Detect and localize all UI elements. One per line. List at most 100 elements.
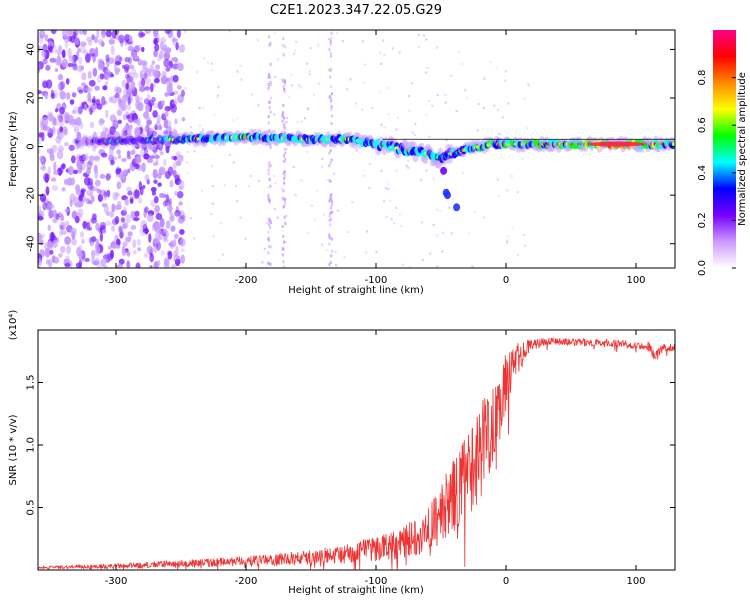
noise-column-speckle xyxy=(330,200,333,204)
noise-speckle xyxy=(493,104,496,107)
noise-column-speckle xyxy=(329,180,332,184)
noise-speckle xyxy=(96,188,102,194)
noise-speckle xyxy=(176,85,182,90)
noise-speckle xyxy=(309,47,312,50)
noise-speckle xyxy=(84,86,91,92)
noise-speckle xyxy=(180,214,186,220)
noise-speckle xyxy=(425,38,428,41)
noise-speckle xyxy=(158,192,166,199)
noise-column-speckle xyxy=(268,161,271,165)
noise-speckle xyxy=(168,81,173,89)
figure-title: C2E1.2023.347.22.05.G29 xyxy=(270,3,442,18)
noise-column-speckle xyxy=(269,165,272,169)
noise-column-speckle xyxy=(282,117,285,121)
noise-speckle xyxy=(129,124,133,134)
noise-speckle xyxy=(144,174,150,182)
noise-speckle xyxy=(130,225,137,230)
spectrogram-marks xyxy=(38,30,675,268)
noise-speckle xyxy=(120,101,126,112)
noise-speckle xyxy=(256,39,259,42)
noise-speckle xyxy=(76,159,81,169)
y-tick-label: 1.5 xyxy=(26,375,37,391)
noise-speckle xyxy=(161,113,167,121)
noise-speckle xyxy=(382,39,385,42)
noise-speckle xyxy=(244,237,247,240)
noise-column-speckle xyxy=(282,172,285,176)
noise-speckle xyxy=(461,62,464,65)
noise-speckle xyxy=(76,131,82,140)
noise-speckle xyxy=(45,64,51,71)
noise-speckle xyxy=(52,218,56,223)
noise-column-speckle xyxy=(267,261,270,265)
noise-speckle xyxy=(310,204,313,207)
noise-speckle xyxy=(496,178,499,181)
noise-speckle xyxy=(86,189,92,196)
noise-speckle xyxy=(49,57,57,63)
noise-speckle xyxy=(196,71,199,74)
noise-column-speckle xyxy=(282,53,285,57)
noise-speckle xyxy=(149,253,155,263)
noise-speckle xyxy=(162,200,168,207)
noise-speckle xyxy=(167,166,174,176)
noise-speckle xyxy=(117,153,122,160)
noise-speckle xyxy=(281,229,284,233)
noise-speckle xyxy=(56,48,62,56)
noise-column-speckle xyxy=(328,242,331,246)
noise-speckle xyxy=(219,222,222,225)
noise-speckle xyxy=(441,231,445,234)
noise-column-speckle xyxy=(331,237,333,241)
noise-speckle xyxy=(149,265,153,268)
noise-column-speckle xyxy=(282,189,285,193)
noise-speckle xyxy=(90,48,97,54)
x-tick-label: -300 xyxy=(105,275,128,286)
noise-speckle xyxy=(47,258,53,268)
noise-speckle xyxy=(53,256,60,264)
noise-speckle xyxy=(88,226,92,231)
snr-frame xyxy=(37,329,676,571)
ridge-excursion xyxy=(453,203,461,212)
colorbar-tick-label: 0.0 xyxy=(697,260,708,276)
noise-speckle xyxy=(51,185,59,191)
noise-speckle xyxy=(114,118,118,127)
noise-speckle xyxy=(148,233,152,243)
noise-speckle xyxy=(116,149,121,155)
noise-speckle xyxy=(435,208,439,211)
noise-speckle xyxy=(211,202,214,205)
noise-speckle xyxy=(38,232,42,242)
noise-speckle xyxy=(432,223,435,227)
noise-speckle xyxy=(332,172,336,176)
noise-speckle xyxy=(175,259,181,264)
noise-speckle xyxy=(273,113,276,116)
noise-column-speckle xyxy=(330,85,333,88)
noise-speckle xyxy=(202,128,205,131)
noise-speckle xyxy=(124,56,130,63)
noise-speckle xyxy=(111,203,116,212)
noise-speckle xyxy=(249,174,252,178)
noise-speckle xyxy=(146,119,152,126)
noise-column-speckle xyxy=(328,214,331,218)
noise-column-speckle xyxy=(284,198,286,201)
noise-speckle xyxy=(506,241,509,244)
noise-speckle xyxy=(121,94,128,103)
noise-speckle xyxy=(139,149,144,157)
noise-speckle xyxy=(91,236,97,243)
noise-column-speckle xyxy=(283,90,286,94)
noise-speckle xyxy=(124,65,129,74)
noise-speckle xyxy=(383,126,386,129)
noise-speckle xyxy=(307,232,310,235)
noise-speckle xyxy=(99,73,105,80)
noise-speckle xyxy=(210,165,214,168)
noise-speckle xyxy=(167,120,172,128)
noise-column-speckle xyxy=(267,237,270,240)
noise-speckle xyxy=(71,155,76,164)
noise-speckle xyxy=(379,91,382,94)
noise-speckle xyxy=(185,161,189,164)
noise-speckle xyxy=(261,261,264,264)
noise-speckle xyxy=(96,30,100,38)
noise-speckle xyxy=(157,172,162,180)
noise-speckle xyxy=(69,193,76,202)
snr-x-axis-label: Height of straight line (km) xyxy=(288,585,424,596)
noise-speckle xyxy=(153,237,160,244)
noise-speckle xyxy=(154,124,159,131)
colorbar-tick-label: 0.8 xyxy=(697,70,708,86)
